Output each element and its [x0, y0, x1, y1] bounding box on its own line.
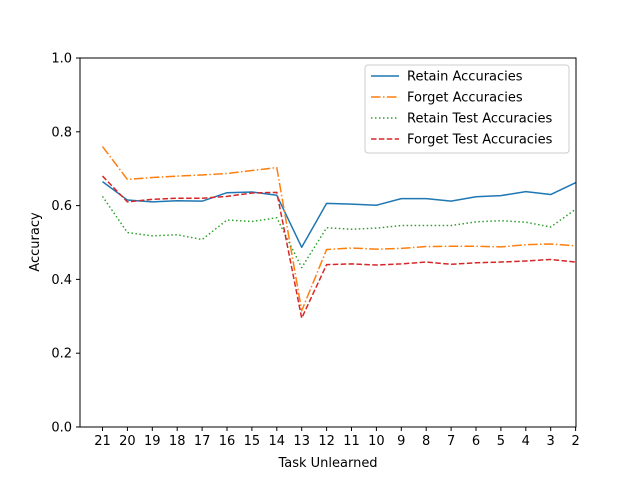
y-tick-label: 0.6 [51, 199, 72, 214]
x-tick-label: 16 [219, 434, 236, 449]
y-tick-label: 0.0 [51, 421, 72, 436]
y-tick-label: 0.8 [51, 125, 72, 140]
x-tick-label: 17 [194, 434, 211, 449]
x-tick-label: 14 [269, 434, 286, 449]
legend-label: Retain Test Accuracies [407, 112, 552, 127]
legend-label: Forget Accuracies [407, 91, 523, 106]
legend-box [364, 64, 570, 154]
x-axis-title: Task Unlearned [277, 456, 377, 471]
y-tick-label: 0.4 [51, 273, 72, 288]
x-axis: 21 20 19 18 17 16 15 14 13 12 11 10 9 8 7 6 5 4 3 2 [94, 427, 580, 449]
x-tick-label: 10 [368, 434, 385, 449]
x-tick-label: 8 [422, 434, 430, 449]
x-tick-label: 7 [447, 434, 455, 449]
x-tick-label: 2 [571, 434, 579, 449]
legend-label: Retain Accuracies [407, 70, 523, 85]
x-tick-label: 18 [169, 434, 186, 449]
legend: Retain Accuracies Forget Accuracies Retain… [364, 64, 570, 154]
y-axis-title: Accuracy [28, 212, 43, 272]
series-layer [101, 146, 577, 319]
x-tick-label: 3 [547, 434, 555, 449]
series-line-forget-test-accuracies [101, 175, 576, 319]
x-tick-label: 21 [94, 434, 111, 449]
plot-frame [79, 57, 577, 428]
y-tick-label: 1.0 [51, 52, 72, 67]
y-axis: 0.0 0.2 0.4 0.6 0.8 1.0 [51, 52, 80, 436]
x-tick-label: 9 [397, 434, 405, 449]
series-line-retain-test-accuracies [101, 195, 577, 269]
x-tick-label: 15 [244, 434, 261, 449]
x-tick-label: 6 [472, 434, 480, 449]
x-tick-label: 11 [343, 434, 360, 449]
series-line-forget-accuracies [101, 146, 576, 312]
legend-label: Forget Test Accuracies [407, 133, 553, 148]
x-tick-label: 20 [119, 434, 136, 449]
x-tick-label: 19 [144, 434, 161, 449]
series-line-retain-accuracies [102, 181, 576, 249]
x-tick-label: 12 [318, 434, 335, 449]
y-tick-label: 0.2 [51, 347, 72, 362]
x-tick-label: 5 [497, 434, 505, 449]
x-tick-label: 13 [293, 434, 310, 449]
x-tick-label: 4 [522, 434, 530, 449]
